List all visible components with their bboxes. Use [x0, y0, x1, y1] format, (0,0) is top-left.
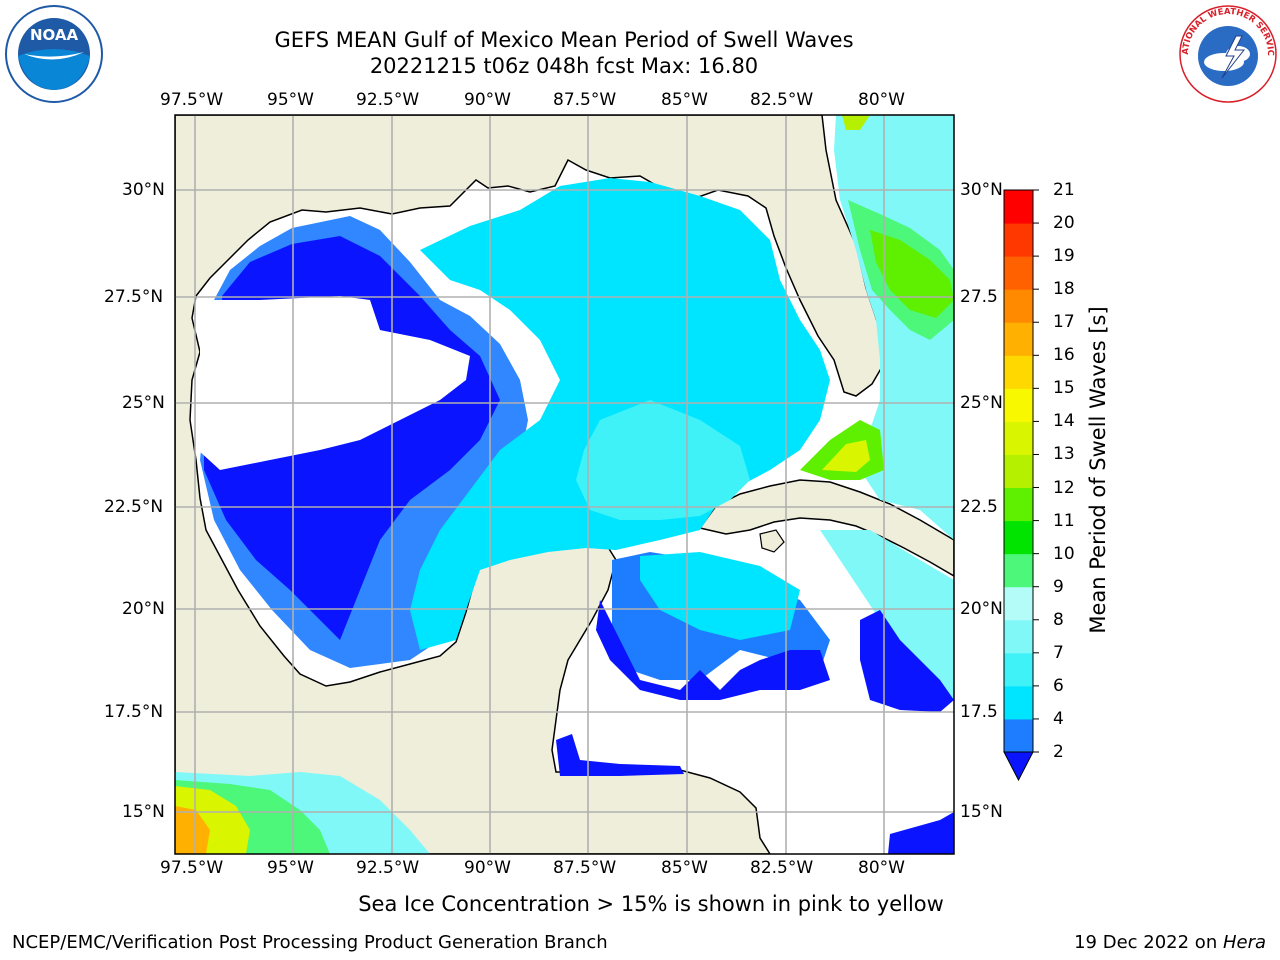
colorbar-outline — [1003, 189, 1034, 753]
lon-label-bottom: 80°W — [858, 858, 905, 878]
lon-label-top: 80°W — [858, 90, 905, 110]
contour-4-6s-caribbean — [640, 552, 800, 640]
lat-label-left: 22.5°N — [104, 497, 164, 517]
lon-label-top: 95°W — [267, 90, 314, 110]
credit-system: Hera — [1222, 932, 1266, 953]
lat-label-right: 20°N — [960, 599, 1003, 619]
colorbar-segment — [1004, 355, 1033, 389]
lat-label-left: 27.5°N — [104, 287, 164, 307]
colorbar-segment — [1004, 718, 1033, 753]
lon-label-bottom: 97.5°W — [160, 858, 224, 878]
colorbar-tick-label: 10 — [1053, 543, 1075, 564]
colorbar-tick-label: 13 — [1053, 444, 1075, 465]
contour-13-14s-florida — [842, 115, 870, 130]
colorbar-segment — [1004, 421, 1033, 455]
lat-label-right: 27.5 — [960, 287, 998, 307]
colorbar-segment — [1004, 520, 1033, 555]
lon-label-bottom: 92.5°W — [356, 858, 420, 878]
lat-label-left: 15°N — [122, 802, 165, 822]
colorbar-tick-label: 16 — [1053, 345, 1075, 366]
lon-label-top: 82.5°W — [750, 90, 814, 110]
credit-date: 19 Dec 2022 on Hera — [1074, 932, 1266, 954]
graticule — [175, 115, 954, 854]
lon-label-top: 85°W — [661, 90, 708, 110]
colorbar-segment — [1004, 190, 1033, 224]
colorbar-label: Mean Period of Swell Waves [s] — [1086, 306, 1110, 634]
lat-label-left: 17.5°N — [104, 702, 164, 722]
lon-label-bottom: 87.5°W — [553, 858, 617, 878]
no-data-west — [196, 296, 470, 470]
contour-6-7s-center — [576, 400, 750, 520]
colorbar-tick-label: 2 — [1053, 742, 1064, 762]
contour-12-13s-atlantic — [870, 230, 954, 318]
lon-label-bottom: 85°W — [661, 858, 708, 878]
contour-13-14s-straits — [822, 440, 870, 472]
colorbar-tick-label: 15 — [1053, 378, 1075, 399]
lat-label-left: 30°N — [122, 180, 165, 200]
lat-label-right: 17.5 — [960, 702, 998, 722]
colorbar-segment — [1004, 322, 1033, 356]
contour-lt2s-south — [888, 812, 954, 854]
colorbar-segment — [1004, 685, 1033, 720]
colorbar-tick-label: 20 — [1053, 213, 1075, 234]
lat-label-right: 30°N — [960, 180, 1003, 200]
colorbar-tick-label: 14 — [1053, 411, 1075, 432]
noaa-logo-text: NOAA — [30, 26, 79, 44]
lon-label-top: 87.5°W — [553, 90, 617, 110]
lon-label-top: 90°W — [464, 90, 511, 110]
colorbar-tick-label: 4 — [1053, 708, 1064, 729]
colorbar — [1003, 189, 1039, 782]
colorbar-tick-label: 19 — [1053, 246, 1075, 267]
credit-branch: NCEP/EMC/Verification Post Processing Pr… — [12, 932, 608, 953]
colorbar-segment — [1004, 454, 1033, 489]
lon-label-bottom: 95°W — [267, 858, 314, 878]
colorbar-segment — [1004, 652, 1033, 687]
colorbar-tick-label: 11 — [1053, 510, 1075, 531]
land-isle-of-youth — [759, 529, 785, 553]
lat-label-left: 25°N — [122, 393, 165, 413]
colorbar-segment — [1004, 256, 1033, 290]
colorbar-tick-label: 17 — [1053, 312, 1075, 333]
lon-label-bottom: 90°W — [464, 858, 511, 878]
sea-ice-note: Sea Ice Concentration > 15% is shown in … — [358, 892, 944, 916]
colorbar-tick-label: 7 — [1053, 642, 1064, 663]
colorbar-segment — [1004, 586, 1033, 621]
colorbar-tick-label: 18 — [1053, 279, 1075, 300]
colorbar-segment — [1004, 388, 1033, 422]
lon-label-top: 97.5°W — [160, 90, 224, 110]
colorbar-segment — [1004, 619, 1033, 654]
colorbar-tick-label: 21 — [1053, 180, 1075, 200]
land-cuba — [698, 479, 954, 577]
colorbar-segment — [1004, 223, 1033, 257]
colorbar-segment — [1004, 553, 1033, 588]
nws-logo: NATIONAL WEATHER SERVICE — [1178, 4, 1277, 103]
colorbar-tick-label: 12 — [1053, 477, 1075, 498]
contour-pacific-15-17s — [175, 806, 210, 854]
map-frame — [174, 114, 955, 855]
colorbar-tick-label: 9 — [1053, 576, 1064, 597]
lon-label-top: 92.5°W — [356, 90, 420, 110]
lat-label-right: 22.5 — [960, 497, 998, 517]
lat-label-right: 15°N — [960, 802, 1003, 822]
lon-label-bottom: 82.5°W — [750, 858, 814, 878]
lat-label-left: 20°N — [122, 599, 165, 619]
noaa-logo: NOAA — [5, 5, 103, 103]
contour-7-9s-caribbean-east — [820, 530, 954, 700]
lat-label-right: 25°N — [960, 393, 1003, 413]
colorbar-segment — [1004, 487, 1033, 522]
colorbar-extend-arrow — [1003, 751, 1034, 782]
contour-lt2s-caribbean — [596, 600, 830, 700]
colorbar-tick-label: 6 — [1053, 675, 1064, 696]
colorbar-segment — [1004, 289, 1033, 323]
credit-date-text: 19 Dec 2022 on — [1074, 932, 1223, 953]
map-title: GEFS MEAN Gulf of Mexico Mean Period of … — [274, 28, 854, 52]
map-subtitle: 20221215 t06z 048h fcst Max: 16.80 — [369, 54, 759, 78]
colorbar-tick-label: 8 — [1053, 609, 1064, 630]
